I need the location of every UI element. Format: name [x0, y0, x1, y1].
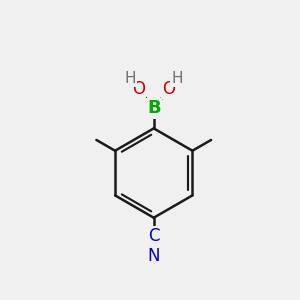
Text: O: O [132, 80, 145, 98]
Text: N: N [148, 247, 160, 265]
Text: H: H [172, 70, 183, 86]
Text: B: B [147, 99, 160, 117]
Text: C: C [148, 227, 160, 245]
Text: O: O [162, 80, 176, 98]
Text: H: H [124, 70, 136, 86]
